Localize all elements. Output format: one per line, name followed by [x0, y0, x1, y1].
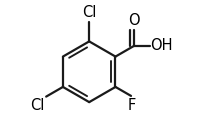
- Text: OH: OH: [151, 38, 173, 53]
- Text: O: O: [128, 13, 140, 28]
- Text: Cl: Cl: [30, 98, 45, 113]
- Text: F: F: [128, 98, 136, 113]
- Text: Cl: Cl: [82, 5, 96, 20]
